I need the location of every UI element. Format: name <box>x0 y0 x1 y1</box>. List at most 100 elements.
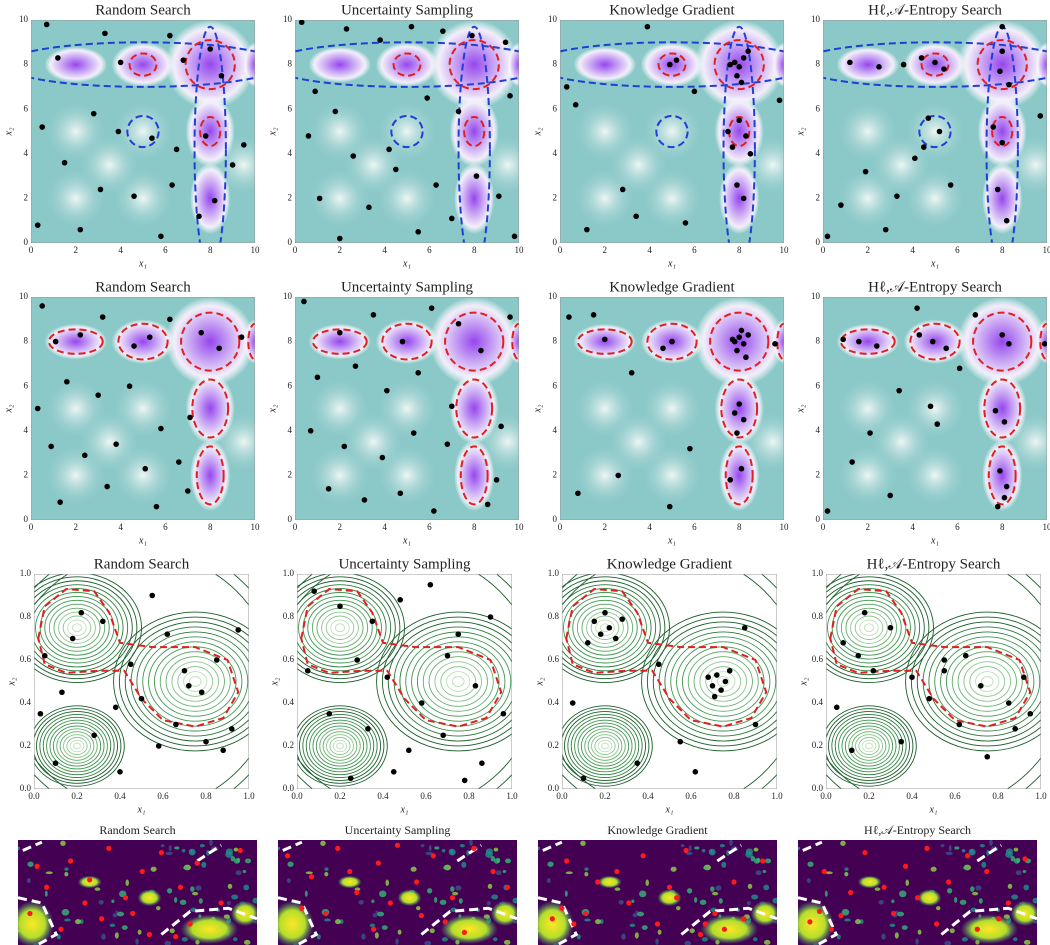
y-tick-label: 0 <box>816 237 821 247</box>
point <box>727 477 733 483</box>
texture <box>170 928 175 933</box>
x-tick-label: 8 <box>1000 522 1005 532</box>
point <box>741 55 747 61</box>
point <box>428 582 434 588</box>
point <box>1022 856 1027 861</box>
x-tick-label: 8 <box>1000 245 1005 255</box>
y-tick-label: 0.0 <box>812 783 824 793</box>
point <box>739 80 745 86</box>
point <box>68 858 73 863</box>
x-tick-label: 10 <box>251 522 261 532</box>
point <box>353 363 359 369</box>
point <box>113 441 119 447</box>
texture <box>113 913 118 917</box>
x-tick-label: 10 <box>780 245 790 255</box>
point <box>742 625 748 631</box>
point <box>595 879 600 884</box>
x-tick-label: 4 <box>118 522 123 532</box>
texture <box>460 844 465 847</box>
point <box>301 299 307 305</box>
texture <box>182 849 186 852</box>
point <box>693 769 699 775</box>
point <box>840 337 846 343</box>
texture <box>807 878 811 883</box>
peak-region <box>978 96 1027 167</box>
texture <box>361 934 366 940</box>
peak-region <box>836 47 899 83</box>
point <box>698 932 703 937</box>
point <box>196 213 202 219</box>
x-tick-label: 0 <box>558 245 563 255</box>
texture <box>975 885 981 890</box>
point <box>703 921 708 926</box>
point <box>386 147 392 153</box>
texture <box>395 938 398 944</box>
y-tick-label: 6 <box>288 380 293 390</box>
texture <box>825 890 828 896</box>
point <box>598 631 604 637</box>
point <box>176 459 182 465</box>
point <box>306 133 312 139</box>
point <box>564 858 569 863</box>
point <box>376 861 381 866</box>
bright-region <box>858 876 882 889</box>
y-tick-label: 0.8 <box>812 611 824 621</box>
texture <box>199 898 203 904</box>
point <box>615 473 621 479</box>
y-tick-label: 0.6 <box>283 654 295 664</box>
point <box>583 911 588 916</box>
texture <box>655 938 658 944</box>
y-tick-label: 0.4 <box>548 697 560 707</box>
texture <box>615 887 621 890</box>
texture <box>902 925 908 930</box>
point <box>925 115 931 121</box>
point <box>999 24 1005 30</box>
texture <box>75 919 81 924</box>
point <box>469 33 475 39</box>
x-tick-label: 0.6 <box>157 791 169 801</box>
point <box>898 739 904 745</box>
texture <box>192 892 198 896</box>
point <box>620 187 626 193</box>
texture <box>174 897 177 903</box>
texture <box>180 900 187 905</box>
point <box>187 415 193 421</box>
bright-region <box>398 889 422 906</box>
x-tick-label: 2 <box>338 522 343 532</box>
texture <box>981 862 986 868</box>
point <box>739 328 745 334</box>
point <box>305 668 311 674</box>
y-tick-label: 0.6 <box>20 654 32 664</box>
point <box>564 84 570 90</box>
y-tick-label: 1.0 <box>20 568 32 578</box>
y-tick-label: 0.4 <box>283 697 295 707</box>
texture <box>989 839 993 845</box>
point <box>429 305 435 311</box>
x-axis-label: x₁ <box>402 535 411 546</box>
point <box>82 900 87 905</box>
texture <box>972 892 978 896</box>
texture <box>635 932 639 938</box>
chart-title: Uncertainty Sampling <box>338 556 471 572</box>
y-tick-label: 6 <box>24 380 29 390</box>
texture <box>166 852 173 855</box>
x-tick-label: 2 <box>866 245 871 255</box>
point <box>921 144 927 150</box>
texture <box>721 862 726 868</box>
point <box>431 853 436 858</box>
x-tick-label: 10 <box>515 245 525 255</box>
point <box>753 722 759 728</box>
x-tick-label: 0 <box>821 245 826 255</box>
panel <box>4 20 282 272</box>
point <box>98 187 104 193</box>
point <box>613 636 619 642</box>
point <box>449 403 455 409</box>
texture <box>111 900 114 903</box>
texture <box>875 887 881 890</box>
texture <box>891 900 894 903</box>
point <box>867 430 873 436</box>
point <box>507 93 513 99</box>
point <box>116 129 122 135</box>
texture <box>676 906 680 910</box>
texture <box>253 898 259 904</box>
